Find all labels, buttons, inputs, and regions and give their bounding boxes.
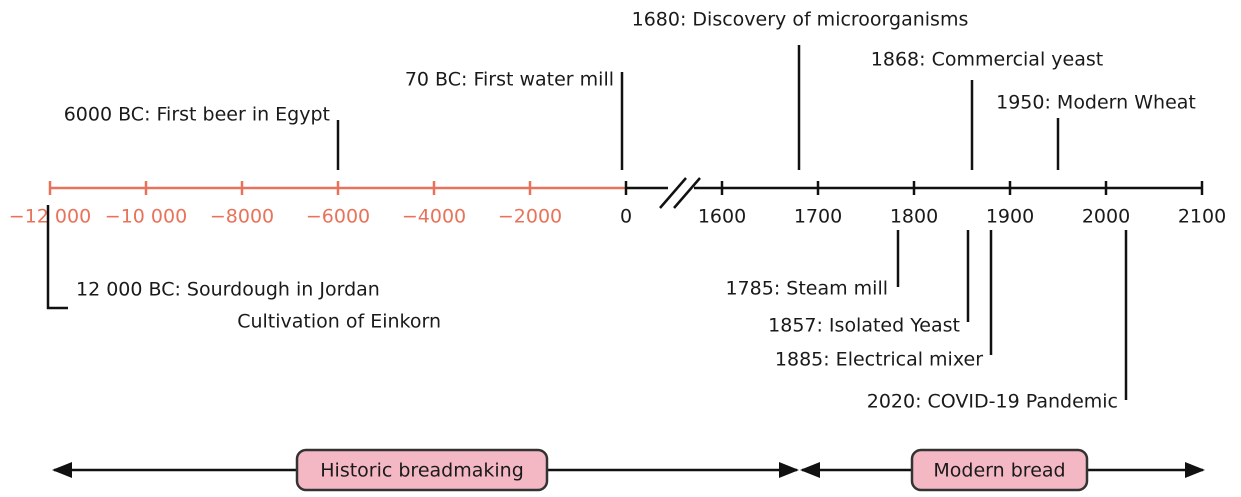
tick-label: −8000 bbox=[210, 206, 274, 228]
tick-label: 1600 bbox=[698, 206, 746, 228]
axis-break bbox=[659, 177, 687, 209]
event-label: 2020: COVID-19 Pandemic bbox=[867, 391, 1118, 413]
tick-label: −12 000 bbox=[9, 206, 91, 228]
tick-label: 2100 bbox=[1178, 206, 1226, 228]
tick-label: −10 000 bbox=[105, 206, 187, 228]
event-label: 1885: Electrical mixer bbox=[775, 349, 983, 371]
tick-label: −4000 bbox=[402, 206, 466, 228]
era-box bbox=[295, 448, 549, 492]
event-label: 1785: Steam mill bbox=[725, 278, 888, 300]
era-label: Historic breadmaking bbox=[320, 460, 524, 482]
event-label: 12 000 BC: Sourdough in Jordan bbox=[76, 279, 380, 301]
tick-label: 1800 bbox=[890, 206, 938, 228]
tick-label: 1900 bbox=[986, 206, 1034, 228]
tick-label: 0 bbox=[620, 206, 632, 228]
event-label: 1680: Discovery of microorganisms bbox=[632, 9, 969, 31]
era-box bbox=[910, 448, 1089, 492]
event-label: 70 BC: First water mill bbox=[405, 69, 614, 91]
event-label: 1868: Commercial yeast bbox=[871, 49, 1103, 71]
event-label: 1950: Modern Wheat bbox=[996, 92, 1196, 114]
tick-label: −2000 bbox=[498, 206, 562, 228]
tick-label: 1700 bbox=[794, 206, 842, 228]
axis-break bbox=[673, 177, 701, 209]
era-label: Modern bread bbox=[933, 460, 1065, 482]
tick-label: 2000 bbox=[1082, 206, 1130, 228]
event-line bbox=[46, 205, 68, 310]
event-label: 1857: Isolated Yeast bbox=[768, 315, 960, 337]
event-label: 6000 BC: First beer in Egypt bbox=[64, 104, 330, 126]
event-label: Cultivation of Einkorn bbox=[237, 311, 441, 333]
tick-label: −6000 bbox=[306, 206, 370, 228]
